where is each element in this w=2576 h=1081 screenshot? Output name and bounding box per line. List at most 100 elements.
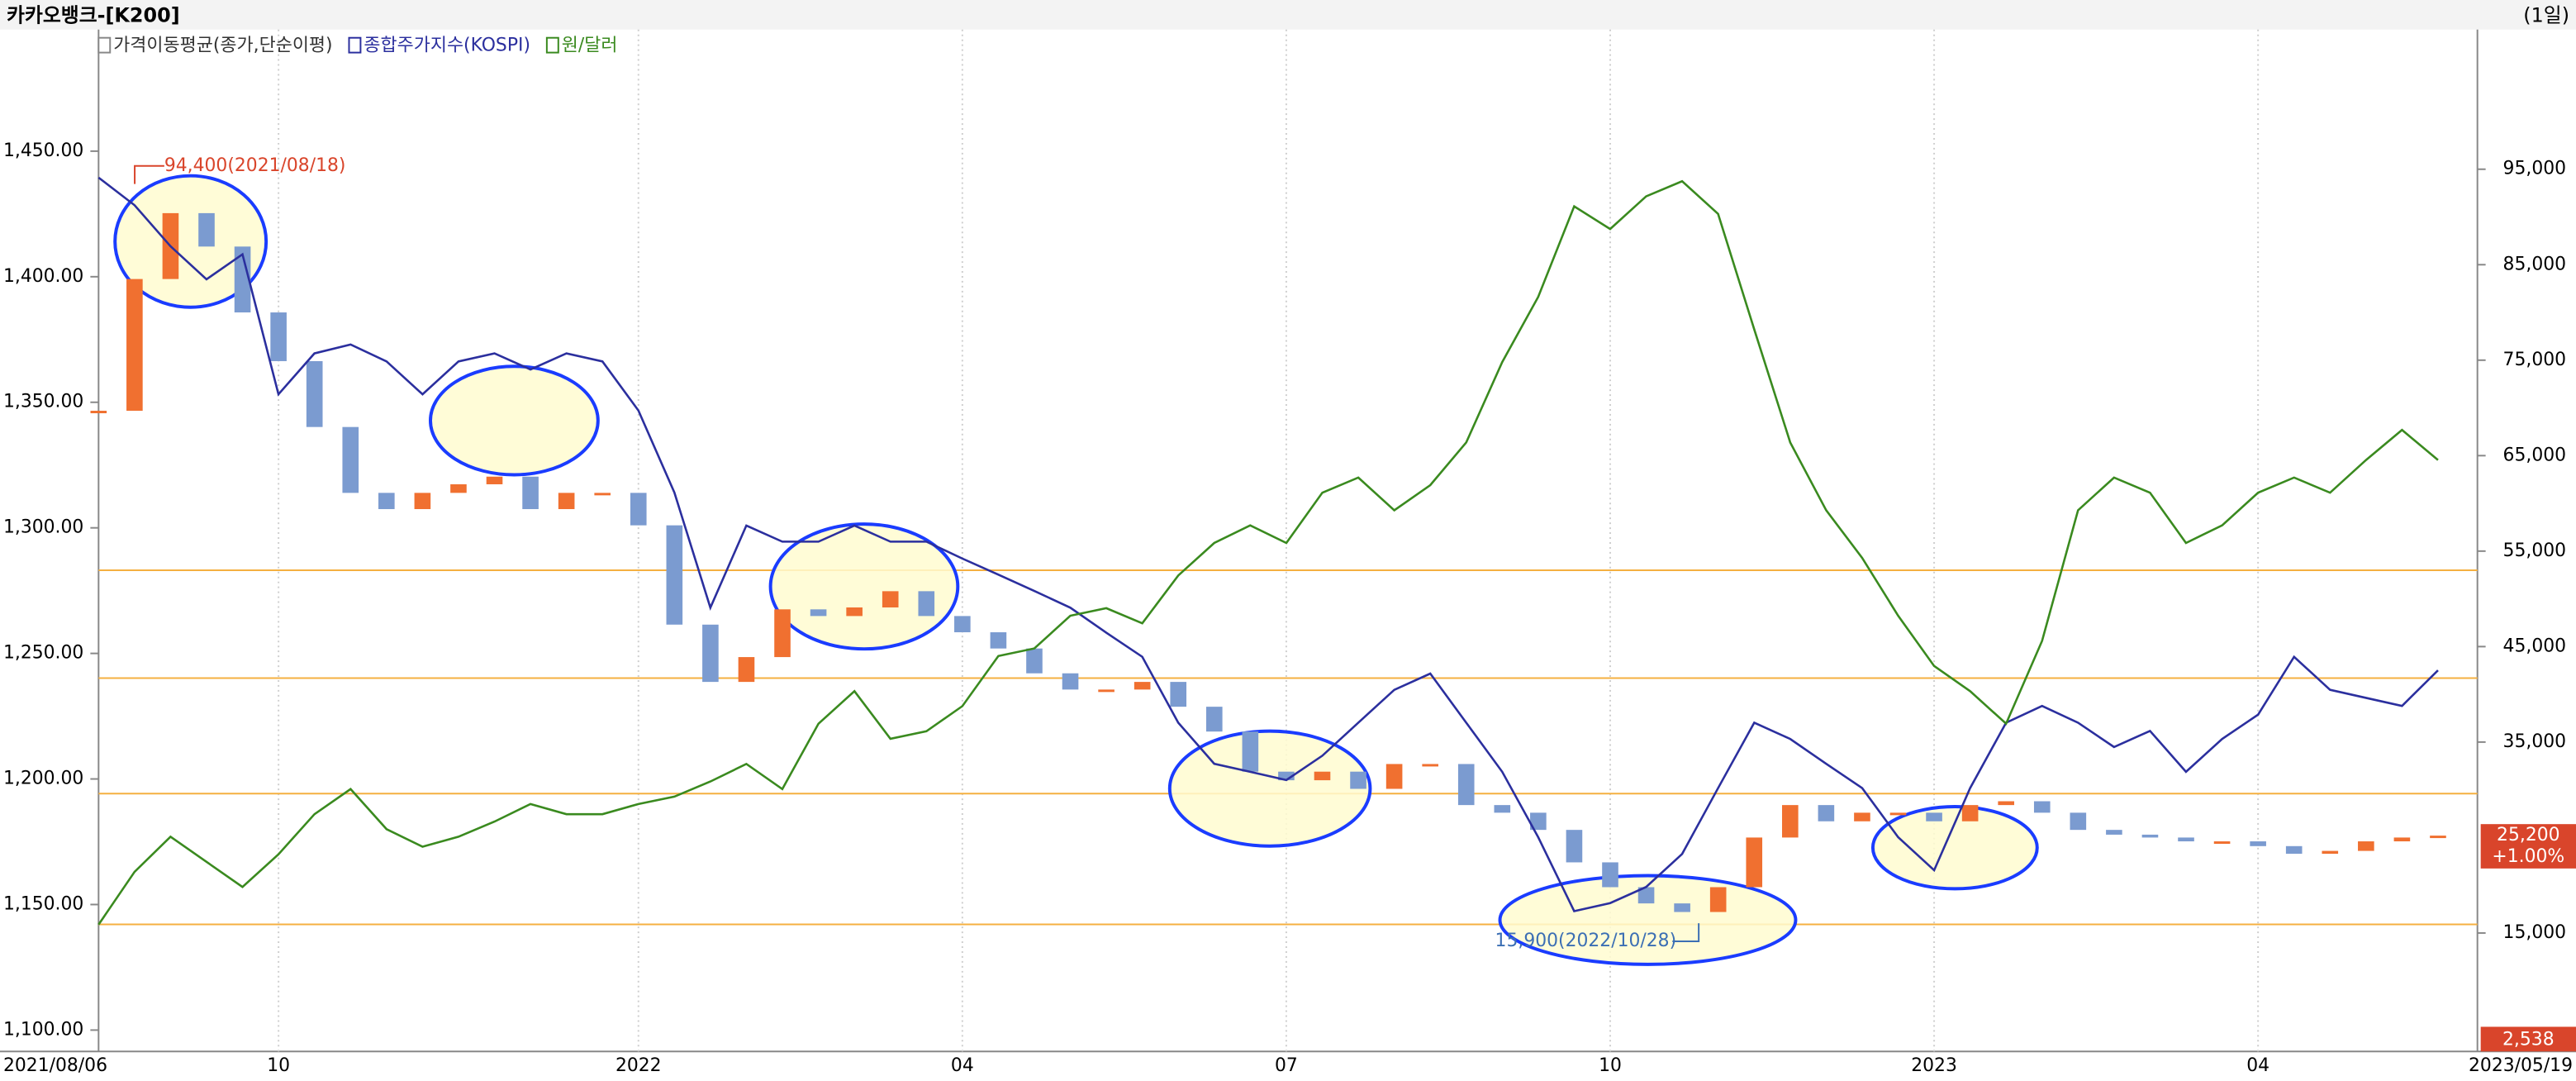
candle <box>2141 834 2159 838</box>
y2-tick-label: 85,000 <box>2503 254 2567 274</box>
plot <box>90 176 2446 926</box>
last-value-box <box>2480 1026 2576 1052</box>
candle <box>1242 731 1259 772</box>
grid: 1,100.00 1,150.00 1,200.00 1,250.00 1,300.00… <box>3 29 2573 1076</box>
candle <box>774 609 791 658</box>
candle <box>666 525 683 625</box>
candle <box>558 493 575 510</box>
highlight <box>1167 729 1372 848</box>
candle <box>918 591 935 617</box>
y-tick-label: 1,350.00 <box>3 392 83 412</box>
x-tick-label: 10 <box>1599 1055 1622 1076</box>
x-tick-label: 2022 <box>615 1055 662 1076</box>
x-tick-label: 2023/05/19 <box>2469 1055 2573 1076</box>
candle <box>1385 764 1403 789</box>
candle <box>1170 682 1187 707</box>
candle <box>1746 837 1763 888</box>
candle <box>846 607 863 617</box>
candle <box>1494 805 1511 813</box>
legend-swatch <box>348 36 362 54</box>
candle <box>954 616 971 633</box>
legend-label: 종합주가지수(KOSPI) <box>364 36 530 56</box>
candle <box>2213 841 2231 845</box>
legend-label: 원/달러 <box>562 36 618 56</box>
x-tick-label: 04 <box>951 1055 974 1076</box>
candle <box>270 312 287 361</box>
y2-tick-label: 65,000 <box>2503 445 2567 465</box>
last-value-label: 25,200 <box>2497 825 2560 845</box>
highlight <box>429 364 600 477</box>
candle <box>1782 805 1799 838</box>
candle <box>1961 805 1979 821</box>
candle <box>378 493 395 510</box>
candle <box>234 246 251 313</box>
y2-tick-label: 75,000 <box>2503 350 2567 370</box>
candle <box>450 483 467 493</box>
candle <box>990 632 1007 649</box>
candle <box>1674 903 1690 912</box>
chart-title: 카카오뱅크-[K200] <box>7 3 180 26</box>
candle <box>738 657 755 683</box>
candle <box>342 426 359 493</box>
candle <box>2430 836 2446 839</box>
candle <box>198 212 215 247</box>
legend-swatch <box>97 36 112 54</box>
candle <box>1926 812 1942 821</box>
header-bar <box>0 0 2576 30</box>
candle <box>2285 845 2303 855</box>
candle <box>1350 771 1366 789</box>
candle <box>90 411 107 414</box>
change-label: +1.00% <box>2492 846 2564 867</box>
annotation: 94,400(2021/08/18) <box>164 155 346 176</box>
series-line <box>97 179 2439 926</box>
candle <box>1889 812 1907 816</box>
candle <box>1854 812 1870 821</box>
candle <box>1098 689 1115 693</box>
series-line <box>97 176 2439 912</box>
candle <box>414 493 431 510</box>
last-value-box <box>2480 824 2576 869</box>
last-value-label: 2,538 <box>2502 1029 2555 1050</box>
annotation-arrow <box>1672 923 1700 943</box>
candle <box>1530 812 1547 831</box>
y2-tick-label: 45,000 <box>2503 636 2567 656</box>
candle <box>2033 801 2051 813</box>
y-tick-label: 1,450.00 <box>3 140 83 161</box>
x-tick-label: 04 <box>2246 1055 2269 1076</box>
candle <box>1637 887 1655 904</box>
candle <box>2393 837 2411 842</box>
period: (1일) <box>2523 3 2569 26</box>
y-tick-label: 1,100.00 <box>3 1019 83 1040</box>
candle <box>486 476 503 484</box>
candle <box>1818 805 1835 821</box>
y2-tick-label: 55,000 <box>2503 540 2567 561</box>
candle <box>1062 673 1079 690</box>
y-tick-label: 1,150.00 <box>3 893 83 914</box>
y-tick-label: 1,400.00 <box>3 266 83 287</box>
y2-tick-label: 95,000 <box>2503 159 2567 179</box>
candle <box>2358 841 2374 851</box>
annotation: 15,900(2022/10/28) <box>1495 931 1677 951</box>
candle <box>882 591 899 607</box>
x-tick-label: 07 <box>1275 1055 1298 1076</box>
annotation-arrow <box>134 164 164 184</box>
y2-tick-label: 35,000 <box>2503 731 2567 752</box>
x-tick-label: 10 <box>267 1055 290 1076</box>
highlights <box>113 174 2039 966</box>
candle <box>1026 648 1043 674</box>
candle <box>594 493 611 496</box>
legend-swatch <box>545 36 559 54</box>
candle <box>1134 682 1151 690</box>
candle <box>630 493 647 526</box>
candle <box>1278 771 1295 781</box>
candle <box>126 279 143 412</box>
x-tick-label: 2023 <box>1911 1055 1957 1076</box>
candle <box>810 609 827 617</box>
x-tick-label: 2021/08/06 <box>3 1055 107 1076</box>
candle <box>1205 707 1223 732</box>
candle <box>2178 837 2194 842</box>
highlight <box>1870 805 2039 891</box>
legend-label: 가격이동평균(종가,단순이평) <box>113 36 332 56</box>
y-tick-label: 1,250.00 <box>3 643 83 664</box>
